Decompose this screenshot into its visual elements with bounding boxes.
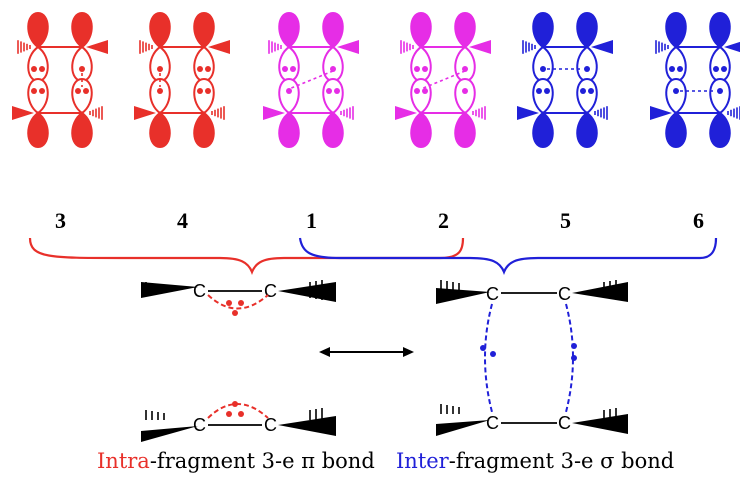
- structure-label-1: 1: [306, 208, 317, 233]
- structure-label-4: 4: [177, 208, 188, 233]
- structure-label-6: 6: [693, 208, 704, 233]
- intra-structure-bottom: C C: [141, 401, 336, 442]
- carbon-label: C: [264, 415, 277, 435]
- red-brace: [28, 237, 465, 275]
- inter-structure: C C C C: [436, 280, 628, 436]
- carbon-label: C: [264, 281, 277, 301]
- inter-highlight: Inter: [396, 449, 449, 473]
- intra-highlight: Intra: [97, 449, 150, 473]
- intra-caption-rest: -fragment 3-e π bond: [149, 449, 375, 473]
- inter-caption: Inter-fragment 3-e σ bond: [396, 449, 674, 473]
- structure-label-5: 5: [560, 208, 571, 233]
- carbon-label: C: [558, 284, 571, 304]
- orbital-diagrams: [12, 11, 740, 149]
- carbon-label: C: [193, 281, 206, 301]
- structure-label-3: 3: [55, 208, 66, 233]
- resonance-arrow: [319, 347, 414, 357]
- structure-number-labels: 3 4 1 2 5 6: [55, 208, 704, 233]
- carbon-label: C: [193, 415, 206, 435]
- intra-structure-top: C C: [141, 280, 336, 316]
- carbon-label: C: [558, 413, 571, 433]
- carbon-label: C: [486, 413, 499, 433]
- blue-brace: [298, 237, 718, 275]
- orbital-structure-2: [395, 11, 491, 149]
- intra-caption: Intra-fragment 3-e π bond: [97, 449, 375, 473]
- carbon-label: C: [486, 284, 499, 304]
- orbital-structure-5: [517, 11, 613, 149]
- orbital-structure-6: [650, 11, 740, 149]
- orbital-structure-3: [12, 11, 108, 149]
- orbital-structure-1: [263, 11, 359, 149]
- orbital-structure-4: [134, 11, 230, 149]
- structure-label-2: 2: [438, 208, 449, 233]
- inter-caption-rest: -fragment 3-e σ bond: [448, 449, 675, 473]
